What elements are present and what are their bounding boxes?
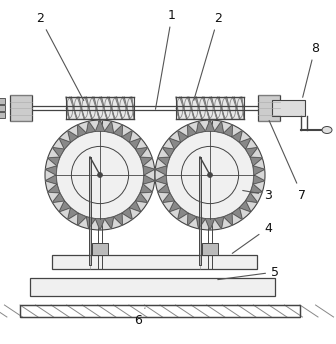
Polygon shape	[162, 148, 174, 157]
Circle shape	[155, 120, 265, 230]
Polygon shape	[59, 201, 71, 212]
Bar	[272, 100, 305, 116]
Polygon shape	[122, 208, 132, 219]
Bar	[52, 255, 257, 269]
Polygon shape	[205, 120, 215, 131]
Bar	[20, 305, 300, 317]
Polygon shape	[45, 166, 57, 175]
Polygon shape	[169, 201, 180, 212]
Polygon shape	[45, 175, 57, 184]
Polygon shape	[253, 166, 265, 175]
Text: 5: 5	[218, 266, 279, 280]
Polygon shape	[250, 157, 262, 166]
Text: 1: 1	[156, 9, 176, 109]
Text: 7: 7	[269, 120, 306, 202]
Polygon shape	[140, 184, 152, 193]
Polygon shape	[52, 193, 65, 203]
Bar	[92, 243, 108, 255]
Bar	[66, 97, 134, 119]
Bar	[30, 278, 275, 296]
Polygon shape	[59, 138, 71, 149]
Bar	[0, 105, 5, 111]
Polygon shape	[205, 219, 215, 230]
Polygon shape	[129, 138, 141, 149]
Bar	[10, 95, 32, 121]
Polygon shape	[114, 213, 122, 225]
Polygon shape	[68, 208, 78, 219]
Polygon shape	[136, 148, 148, 157]
Polygon shape	[197, 121, 205, 133]
Polygon shape	[223, 125, 233, 137]
Polygon shape	[232, 208, 242, 219]
Circle shape	[97, 172, 102, 178]
Polygon shape	[187, 125, 197, 137]
Polygon shape	[143, 166, 155, 175]
Polygon shape	[104, 121, 114, 133]
Polygon shape	[223, 213, 233, 225]
Polygon shape	[155, 175, 167, 184]
Polygon shape	[158, 184, 170, 193]
Polygon shape	[52, 148, 65, 157]
Circle shape	[166, 131, 254, 219]
Text: 3: 3	[243, 189, 272, 202]
Polygon shape	[48, 157, 60, 166]
Polygon shape	[158, 157, 170, 166]
Polygon shape	[104, 217, 114, 229]
Polygon shape	[95, 219, 104, 230]
Polygon shape	[240, 201, 251, 212]
Polygon shape	[246, 193, 258, 203]
Polygon shape	[162, 193, 174, 203]
Polygon shape	[215, 121, 223, 133]
Polygon shape	[122, 130, 132, 142]
Polygon shape	[178, 208, 188, 219]
Bar	[0, 112, 5, 118]
Polygon shape	[114, 125, 122, 137]
Polygon shape	[215, 217, 223, 229]
Polygon shape	[246, 148, 258, 157]
Polygon shape	[187, 213, 197, 225]
Ellipse shape	[322, 127, 332, 133]
Text: 2: 2	[194, 11, 222, 100]
Text: 6: 6	[134, 308, 145, 326]
Polygon shape	[86, 217, 95, 229]
Polygon shape	[68, 130, 78, 142]
Circle shape	[56, 131, 144, 219]
Polygon shape	[197, 217, 205, 229]
Polygon shape	[78, 125, 86, 137]
Bar	[0, 98, 5, 104]
Polygon shape	[240, 138, 251, 149]
Polygon shape	[48, 184, 60, 193]
Polygon shape	[129, 201, 141, 212]
Bar	[20, 305, 300, 317]
Polygon shape	[250, 184, 262, 193]
Circle shape	[45, 120, 155, 230]
Polygon shape	[253, 175, 265, 184]
Text: 2: 2	[36, 11, 84, 100]
Polygon shape	[155, 166, 167, 175]
Bar	[258, 95, 280, 121]
Polygon shape	[140, 157, 152, 166]
Polygon shape	[232, 130, 242, 142]
Circle shape	[208, 172, 212, 178]
Polygon shape	[78, 213, 86, 225]
Polygon shape	[143, 175, 155, 184]
Text: 4: 4	[232, 222, 272, 254]
Polygon shape	[86, 121, 95, 133]
Text: 8: 8	[303, 42, 319, 97]
Polygon shape	[136, 193, 148, 203]
Polygon shape	[169, 138, 180, 149]
Bar	[202, 243, 218, 255]
Polygon shape	[95, 120, 104, 131]
Bar	[176, 97, 244, 119]
Polygon shape	[178, 130, 188, 142]
